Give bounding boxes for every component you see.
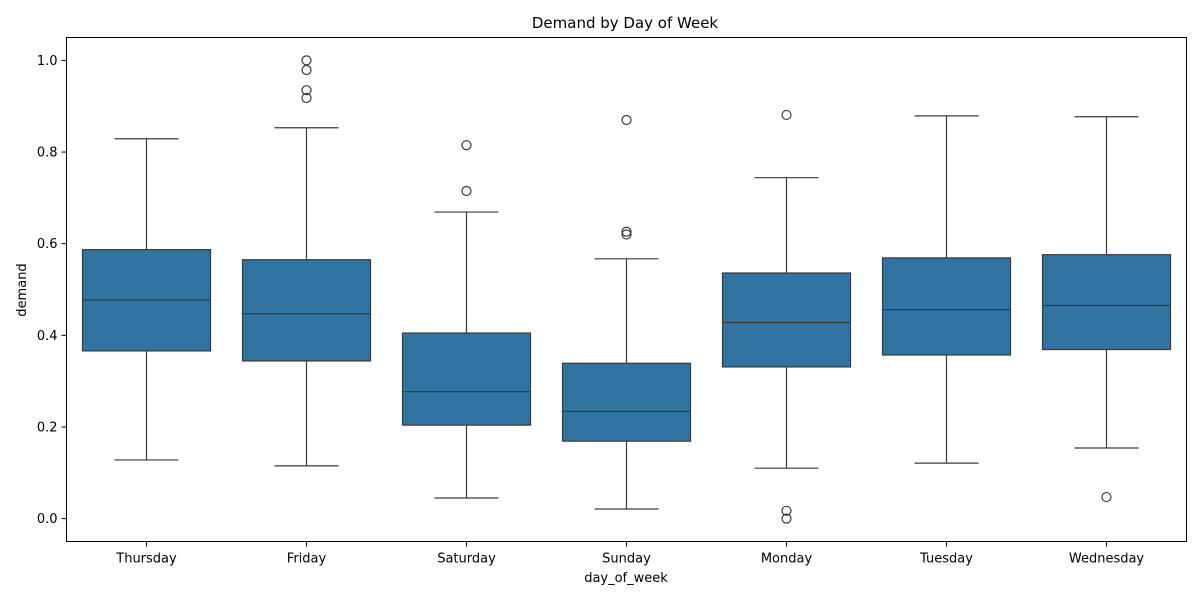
y-tick-label: 1.0 (37, 54, 58, 69)
x-axis: Thursday Friday Saturday Sunday Monday Tuesda… (115, 541, 1145, 567)
outlier-point (621, 229, 632, 240)
y-tick-label: 0.2 (37, 420, 58, 435)
outlier-point (621, 114, 632, 126)
box-group-friday (241, 55, 372, 467)
y-tick-label: 0.0 (37, 512, 58, 527)
x-tick-label: Friday (287, 552, 327, 567)
iqr-box (241, 259, 372, 362)
x-tick-label: Monday (761, 552, 813, 567)
x-tick-label: Tuesday (919, 552, 973, 567)
outlier-point (461, 140, 472, 151)
y-axis: 0.0 0.2 0.4 0.6 0.8 1.0 (37, 54, 67, 527)
y-tick-label: 0.6 (37, 237, 58, 252)
box-group-thursday (81, 138, 212, 461)
outlier-point (301, 55, 312, 66)
iqr-box (721, 272, 852, 368)
box-group-sunday (561, 114, 692, 510)
iqr-box (401, 332, 532, 426)
outlier-point (1101, 491, 1112, 503)
y-tick-label: 0.4 (37, 329, 58, 344)
iqr-box (561, 362, 692, 442)
outlier-point (301, 64, 312, 76)
iqr-box (881, 257, 1012, 356)
y-axis-label: demand (15, 263, 30, 316)
outlier-point (621, 226, 632, 237)
box-group-wednesday (1041, 116, 1172, 503)
x-tick-label: Saturday (437, 552, 496, 567)
outlier-point (781, 513, 792, 524)
x-tick-label: Sunday (602, 552, 651, 567)
outlier-point (461, 185, 472, 197)
outlier-point (301, 92, 312, 104)
outlier-point (781, 505, 792, 516)
box-group-tuesday (881, 115, 1012, 464)
x-tick-label: Thursday (115, 552, 177, 567)
outlier-point (301, 85, 312, 96)
box-group-saturday (401, 140, 532, 499)
x-tick-label: Wednesday (1069, 552, 1145, 567)
chart-title: Demand by Day of Week (532, 14, 719, 32)
iqr-box (1041, 254, 1172, 351)
x-axis-label: day_of_week (584, 571, 668, 586)
outlier-point (781, 109, 792, 121)
plot-area (81, 55, 1172, 524)
y-tick-label: 0.8 (37, 146, 58, 161)
box-group-monday (721, 109, 852, 524)
